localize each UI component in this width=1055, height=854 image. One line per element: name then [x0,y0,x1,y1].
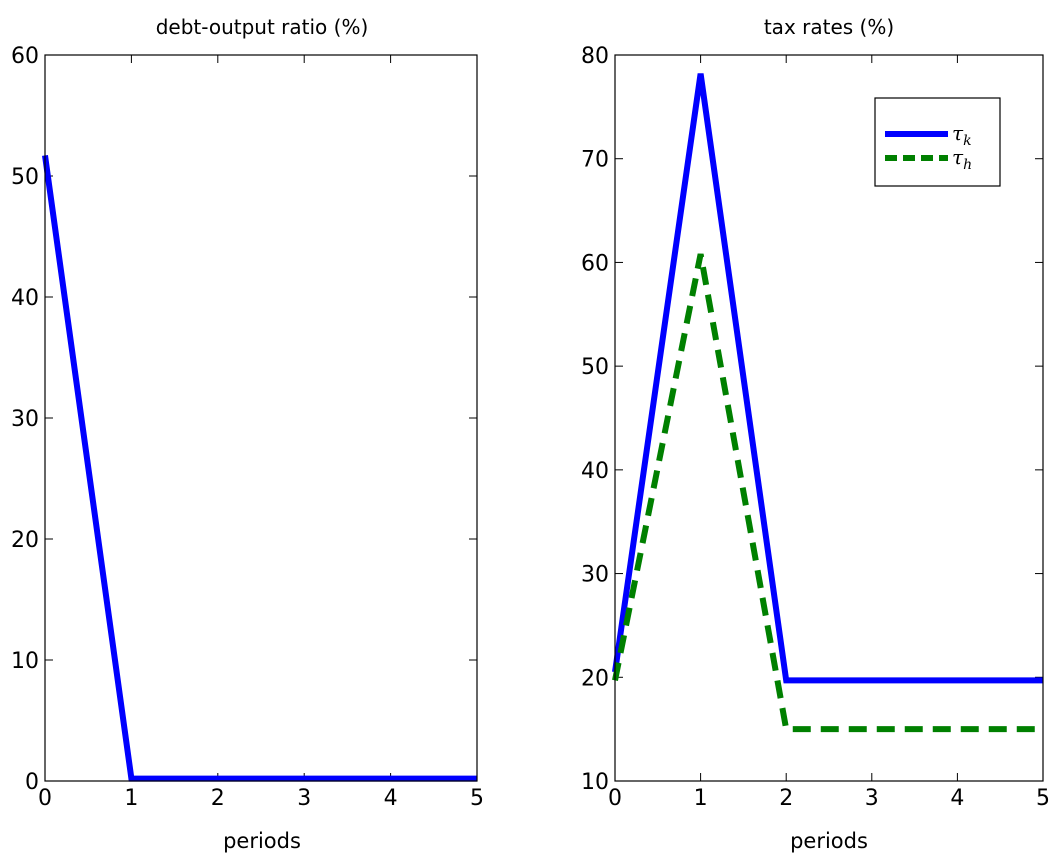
x-tick-label: 0 [38,786,52,811]
y-tick-label: 20 [11,528,39,553]
x-tick-label: 4 [950,786,964,811]
chart-title: tax rates (%) [764,15,894,39]
y-tick-label: 40 [581,459,609,484]
chart-title: debt-output ratio (%) [156,15,369,39]
x-axis-label: periods [790,829,868,853]
legend-label-h: τh [952,145,972,173]
series-group [612,73,1044,733]
legend-box [874,97,1001,187]
y-tick-label: 30 [11,407,39,432]
y-tick-label: 20 [581,666,609,691]
y-tick-label: 40 [11,286,39,311]
y-tick-label: 60 [11,44,39,69]
legend-symbol: τ [952,145,964,169]
plot-frame [44,54,478,782]
y-tick-label: 10 [11,649,39,674]
series-line-k [612,73,1043,684]
y-tick-label: 60 [581,251,609,276]
x-tick-label: 1 [124,786,138,811]
legend-label-k: τk [952,121,972,149]
y-tick-label: 50 [11,165,39,190]
series-line-h [612,253,1043,733]
x-tick-label: 3 [297,786,311,811]
x-axis-label: periods [223,829,301,853]
tax-rates-chart: tax rates (%) periods 0 1 2 3 4 5 10 20 30 40 50 60… [581,15,1050,853]
legend-subscript: k [963,133,971,149]
legend-symbol: τ [952,121,964,145]
y-tick-label: 0 [25,770,39,795]
debt-output-chart: debt-output ratio (%) periods 0 1 2 3 4 50102… [11,15,484,853]
y-tick-label: 80 [581,44,609,69]
y-tick-label: 50 [581,355,609,380]
plot-frame [614,54,1044,782]
x-tick-label: 5 [1036,786,1050,811]
y-tick-label: 10 [581,770,609,795]
x-tick-label: 4 [384,786,398,811]
x-tick-label: 0 [608,786,622,811]
x-tick-label: 1 [694,786,708,811]
x-tick-label: 5 [470,786,484,811]
legend-subscript: h [963,157,972,173]
y-tick-label: 70 [581,148,609,173]
y-tick-label: 30 [581,563,609,588]
x-tick-label: 2 [779,786,793,811]
tick-group: 0 1 2 3 4 5 10 20 30 40 50 60 70 80 [581,44,1050,811]
x-tick-label: 3 [865,786,879,811]
series-line-0 [42,155,477,782]
x-tick-label: 2 [211,786,225,811]
